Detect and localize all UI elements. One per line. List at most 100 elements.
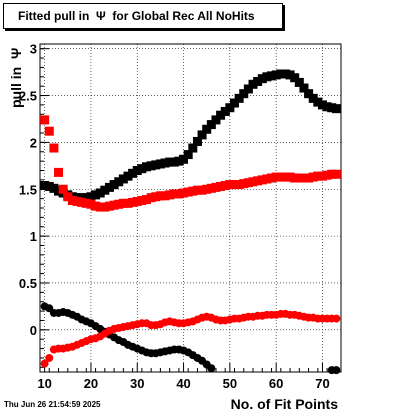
data-point-square bbox=[229, 180, 239, 190]
data-point-circle bbox=[332, 314, 341, 323]
data-point-square bbox=[331, 104, 341, 114]
x-tick-label: 70 bbox=[315, 376, 329, 391]
data-point-square bbox=[81, 193, 91, 203]
data-point-square bbox=[179, 154, 189, 164]
data-point-square bbox=[317, 100, 327, 110]
x-tick-label: 60 bbox=[269, 376, 283, 391]
x-tick-label: 30 bbox=[130, 376, 144, 391]
data-point-square bbox=[174, 189, 184, 199]
data-point-square bbox=[169, 157, 179, 167]
data-point-square bbox=[188, 143, 198, 153]
data-point-square bbox=[95, 188, 105, 198]
data-point-circle bbox=[40, 359, 49, 368]
data-point-square bbox=[197, 130, 207, 140]
data-point-square bbox=[327, 169, 337, 179]
data-point-square bbox=[294, 77, 304, 87]
data-point-square bbox=[104, 182, 114, 192]
data-point-square bbox=[294, 173, 304, 183]
data-point-square bbox=[155, 159, 165, 169]
data-point-square bbox=[313, 97, 323, 107]
data-point-square bbox=[183, 187, 193, 197]
data-point-square bbox=[317, 171, 327, 181]
data-point-square bbox=[155, 191, 165, 201]
data-point-square bbox=[91, 190, 101, 200]
data-point-square bbox=[118, 174, 128, 184]
data-point-square bbox=[220, 106, 230, 116]
data-point-square bbox=[304, 173, 314, 183]
data-point-square bbox=[216, 110, 226, 120]
data-point-square bbox=[271, 172, 281, 182]
y-tick-label: 0 bbox=[30, 323, 37, 338]
data-point-square bbox=[183, 150, 193, 160]
data-point-square bbox=[54, 186, 64, 196]
data-point-square bbox=[267, 173, 277, 183]
data-point-square bbox=[40, 181, 50, 191]
data-point-square bbox=[114, 199, 124, 209]
data-point-square bbox=[285, 70, 295, 80]
tick-labels: 10 20 30 40 50 60 70 0 0.5 1 1.5 2 2.5 3 bbox=[19, 42, 330, 391]
data-point-square bbox=[234, 180, 244, 190]
data-point-square bbox=[132, 196, 142, 206]
data-point-square bbox=[165, 157, 175, 167]
data-point-square bbox=[243, 84, 253, 94]
data-point-square bbox=[188, 186, 198, 196]
data-point-square bbox=[67, 196, 77, 206]
data-point-square bbox=[206, 120, 216, 130]
data-point-square bbox=[160, 191, 170, 201]
data-point-square bbox=[280, 69, 290, 79]
data-point-square bbox=[262, 72, 272, 82]
data-point-square bbox=[271, 70, 281, 80]
data-point-square bbox=[114, 177, 124, 187]
data-point-square bbox=[192, 136, 202, 146]
data-point-square bbox=[132, 166, 142, 176]
data-point-square bbox=[262, 174, 272, 184]
x-tick-label: 50 bbox=[223, 376, 237, 391]
data-point-square bbox=[77, 197, 87, 207]
data-point-square bbox=[253, 176, 263, 186]
data-point-square bbox=[146, 161, 156, 171]
data-point-square bbox=[248, 79, 258, 89]
data-point-square bbox=[192, 185, 202, 195]
y-tick-label: 0.5 bbox=[19, 276, 37, 291]
data-point-square bbox=[109, 180, 119, 190]
data-point-square bbox=[239, 179, 249, 189]
data-point-square bbox=[137, 164, 147, 174]
data-point-square bbox=[86, 192, 96, 202]
data-point-square bbox=[234, 93, 244, 103]
data-point-square bbox=[276, 172, 286, 182]
y-axis-label: pull in Ψ bbox=[8, 47, 24, 108]
data-point-square bbox=[239, 89, 249, 99]
data-point-square bbox=[118, 198, 128, 208]
data-point-square bbox=[123, 171, 133, 181]
data-point-square bbox=[290, 173, 300, 183]
data-point-square bbox=[202, 184, 212, 194]
data-point-square bbox=[248, 177, 258, 187]
data-markers bbox=[40, 69, 341, 375]
data-point-square bbox=[146, 193, 156, 203]
data-point-square bbox=[285, 172, 295, 182]
data-point-square bbox=[322, 102, 332, 112]
data-point-square bbox=[331, 169, 341, 179]
data-point-square bbox=[54, 167, 64, 177]
data-point-square bbox=[257, 74, 267, 84]
data-point-square bbox=[86, 199, 96, 209]
data-point-square bbox=[72, 196, 82, 206]
data-point-square bbox=[137, 196, 147, 206]
data-point-square bbox=[81, 198, 91, 208]
data-point-square bbox=[169, 189, 179, 199]
data-point-square bbox=[128, 168, 138, 178]
data-point-square bbox=[160, 158, 170, 168]
data-point-square bbox=[257, 175, 267, 185]
y-tick-label: 2.5 bbox=[19, 89, 37, 104]
data-point-square bbox=[299, 83, 309, 93]
data-point-square bbox=[280, 172, 290, 182]
data-point-square bbox=[142, 195, 152, 205]
data-point-square bbox=[44, 181, 54, 191]
data-point-square bbox=[174, 156, 184, 166]
data-point-square bbox=[197, 185, 207, 195]
data-point-square bbox=[44, 126, 54, 136]
y-tick-label: 1.5 bbox=[19, 182, 37, 197]
data-point-square bbox=[142, 162, 152, 172]
data-point-square bbox=[216, 181, 226, 191]
chart-title: Fitted pull in Ψ for Global Rec All NoHi… bbox=[3, 3, 283, 29]
